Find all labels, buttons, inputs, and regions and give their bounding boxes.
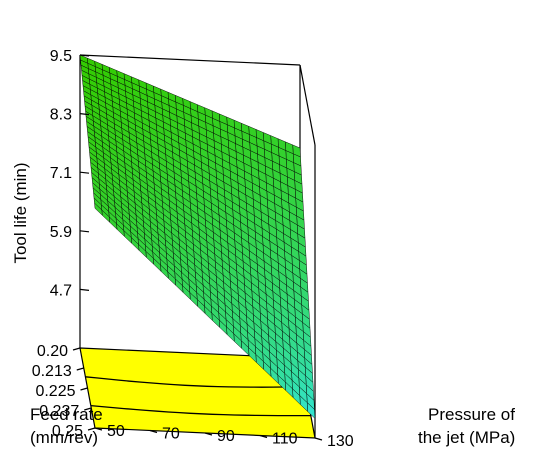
y-tick-mark (204, 432, 213, 436)
x-tick-label: 0.25 (52, 423, 83, 440)
y-tick-label: 90 (217, 428, 235, 445)
y-tick-mark (149, 429, 158, 434)
contour-floor (79, 347, 316, 439)
x-axis-label-line1: Feed rate (30, 405, 103, 424)
x-tick-label: 0.20 (37, 343, 68, 360)
z-axis-ticks: 4.7 5.9 7.1 8.3 9.5 (50, 48, 90, 299)
y-tick-mark (259, 434, 268, 439)
z-tick-label: 5.9 (50, 224, 72, 241)
z-tick-label: 8.3 (50, 107, 72, 124)
floor-contour-line (85, 376, 306, 388)
x-tick-mark (80, 387, 88, 391)
y-tick-label: 110 (272, 431, 298, 448)
y-tick-label: 70 (162, 426, 180, 443)
z-axis-label: Tool life (min) (11, 162, 30, 263)
surface-cell (94, 202, 103, 216)
y-tick-label: 130 (327, 433, 354, 450)
x-tick-label: 0.237 (39, 403, 79, 420)
axis-labels: Tool life (min) Feed rate (mm/rev) Press… (11, 162, 515, 447)
x-tick-label: 0.225 (35, 383, 75, 400)
x-axis-ticks: 0.20 0.213 0.225 0.237 0.25 (32, 343, 96, 440)
x-tick-mark (84, 407, 92, 411)
response-surface (79, 54, 316, 419)
z-tick-label: 4.7 (50, 282, 72, 299)
z-tick-mark (79, 54, 90, 57)
z-tick-mark (79, 230, 90, 233)
z-tick-label: 7.1 (50, 165, 72, 182)
z-tick-label: 9.5 (50, 48, 72, 65)
y-axis-ticks: 50 70 90 110 130 (94, 423, 354, 450)
y-tick-mark (94, 427, 103, 431)
y-axis-label-line1: Pressure of (428, 405, 515, 424)
y-axis-label-line2: the jet (MPa) (418, 428, 515, 447)
top-right-edge (299, 64, 316, 146)
x-tick-mark (87, 427, 96, 431)
z-tick-mark (79, 171, 90, 174)
floor-contour-line (90, 404, 311, 417)
z-tick-mark (79, 113, 90, 116)
x-tick-mark (72, 347, 81, 351)
y-tick-label: 50 (107, 423, 125, 440)
x-axis-label-line2: (mm/rev) (30, 428, 98, 447)
top-left-edge (79, 54, 301, 66)
x-tick-mark (76, 367, 84, 371)
z-tick-mark (79, 288, 90, 291)
y-tick-mark (314, 437, 323, 441)
x-tick-label: 0.213 (32, 363, 72, 380)
